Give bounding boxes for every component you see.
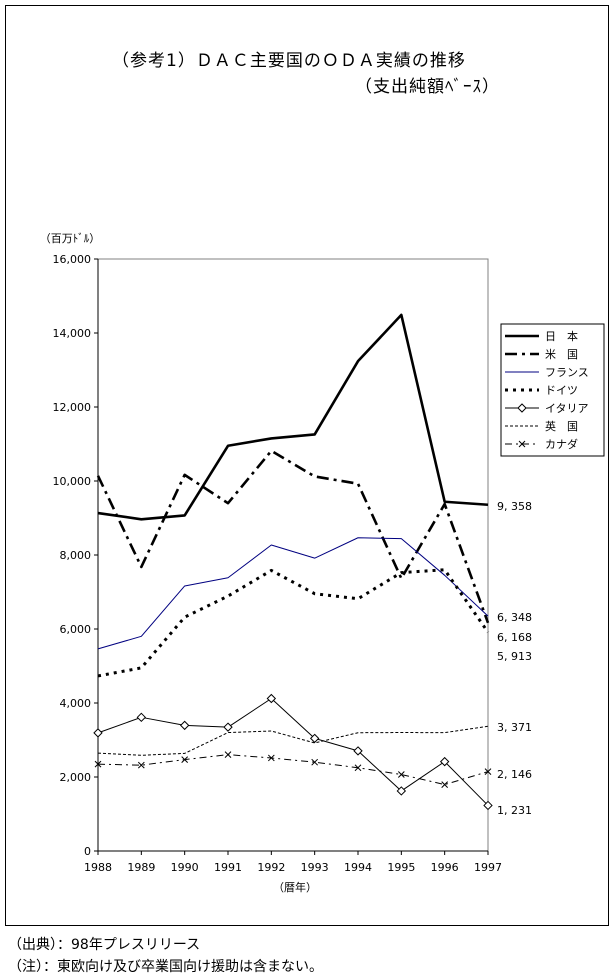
legend-label: 米 国 — [545, 348, 578, 361]
chart-title: （参考1）ＤＡＣ主要国のＯＤＡ実績の推移 — [112, 51, 466, 71]
x-tick-label: 1991 — [214, 861, 242, 874]
data-point-6-9-stroke — [484, 768, 492, 775]
legend-marker-4 — [517, 403, 527, 413]
y-tick-label: 4,000 — [60, 697, 92, 710]
data-point-6-7 — [397, 771, 405, 778]
end-value-label: 1, 231 — [497, 804, 532, 817]
data-point-6-3 — [224, 751, 232, 759]
end-value-label: 6, 168 — [497, 631, 532, 644]
series-line-5 — [97, 725, 489, 756]
x-axis-label: （暦年） — [273, 880, 317, 894]
data-point-4-9 — [483, 800, 493, 811]
series-line-6 — [97, 754, 489, 786]
end-value-label: 6, 348 — [497, 611, 532, 624]
x-tick-label: 1995 — [387, 861, 415, 874]
plot-area — [97, 258, 489, 852]
end-value-label: 2, 146 — [497, 768, 532, 781]
y-tick-label: 6,000 — [60, 623, 92, 636]
chart-frame — [5, 5, 609, 926]
legend-label: イタリア — [545, 402, 589, 415]
data-point-6-5 — [311, 758, 319, 766]
legend-marker-6 — [518, 440, 526, 448]
data-point-6-9 — [484, 768, 492, 775]
x-tick-label: 1993 — [301, 861, 329, 874]
data-point-6-4-stroke — [267, 754, 275, 762]
data-point-6-0-stroke — [94, 760, 102, 768]
data-point-4-7 — [396, 786, 407, 796]
x-tick-label: 1990 — [171, 861, 199, 874]
x-tick-label: 1989 — [127, 861, 155, 874]
footnote-source: （出典）：98年プレスリリース — [8, 937, 201, 953]
x-tick-label: 1994 — [344, 861, 372, 874]
data-point-6-4 — [267, 754, 275, 762]
data-point-6-3-stroke — [224, 751, 232, 759]
x-tick-label: 1997 — [474, 861, 502, 874]
data-point-4-5 — [309, 733, 320, 744]
series-line-0 — [97, 313, 489, 521]
series-line-4 — [97, 697, 489, 806]
data-point-4-4 — [266, 693, 277, 704]
data-point-6-1-stroke — [137, 761, 145, 769]
data-point-4-2 — [179, 720, 190, 731]
footnote-note: （注）：東欧向け及び卒業国向け援助は含まない。 — [8, 959, 323, 975]
data-point-4-1 — [136, 712, 147, 723]
data-point-6-6-stroke — [354, 764, 362, 772]
data-point-4-8 — [439, 756, 450, 767]
legend-marker-6-stroke — [518, 440, 526, 448]
y-tick-label: 12,000 — [53, 401, 92, 414]
legend-label: フランス — [545, 366, 589, 379]
chart-subtitle: （支出純額ﾍﾞｰｽ） — [355, 77, 500, 97]
legend-label: 日 本 — [545, 329, 578, 343]
data-point-6-2 — [181, 756, 189, 763]
series-line-1 — [96, 449, 490, 624]
data-point-6-0 — [94, 760, 102, 768]
data-point-6-2-stroke — [181, 756, 189, 763]
data-point-6-5-stroke — [311, 758, 319, 766]
y-tick-label: 8,000 — [60, 549, 92, 562]
y-tick-label: 2,000 — [60, 771, 92, 784]
y-tick-label: 10,000 — [53, 475, 92, 488]
y-tick-label: 0 — [84, 845, 91, 858]
x-tick-label: 1996 — [431, 861, 459, 874]
y-axis-label: （百万ﾄﾞﾙ） — [40, 232, 101, 245]
series-line-3 — [97, 568, 490, 678]
data-point-6-1 — [137, 761, 145, 769]
legend-label: ドイツ — [545, 384, 578, 397]
data-point-6-8 — [441, 781, 449, 788]
end-value-label: 9, 358 — [497, 500, 532, 513]
data-point-6-6 — [354, 764, 362, 772]
series-line-2 — [97, 537, 489, 650]
line-chart: 0 2,000 4,000 6,000 8,000 10,000 12,000 14,000 1… — [40, 232, 605, 894]
data-point-4-6 — [353, 746, 363, 756]
end-value-label: 5, 913 — [497, 650, 532, 663]
end-value-label: 3, 371 — [497, 721, 532, 734]
legend-label: カナダ — [545, 437, 578, 451]
legend-label: 英 国 — [545, 419, 578, 433]
data-point-6-7-stroke — [397, 771, 405, 778]
data-point-6-8-stroke — [441, 781, 449, 788]
y-tick-label: 16,000 — [53, 253, 92, 266]
y-tick-label: 14,000 — [53, 327, 92, 340]
x-tick-label: 1992 — [257, 861, 285, 874]
legend-box — [500, 323, 605, 457]
data-point-4-0 — [93, 728, 103, 738]
x-tick-label: 1988 — [84, 861, 112, 874]
data-point-4-3 — [223, 722, 233, 732]
